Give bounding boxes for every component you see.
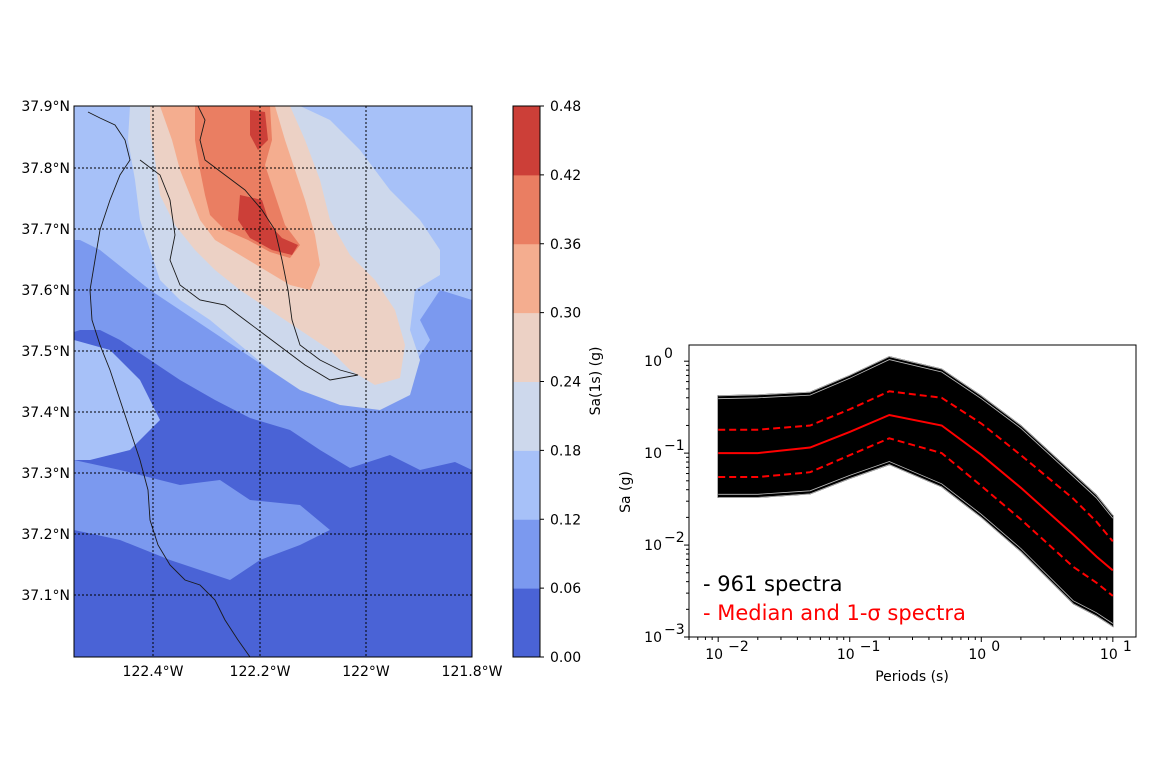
colorbar-tick: 0.24: [550, 375, 581, 391]
colorbar-tick: 0.48: [550, 99, 581, 115]
spectra-ylabel: Sa (g): [618, 471, 634, 513]
series-median: [718, 413, 1114, 572]
colorbar-tick-labels: 0.00 0.06 0.12 0.18 0.24 0.30 0.36 0.42 0.48: [540, 99, 581, 666]
colorbar-tick: 0.12: [550, 512, 581, 528]
map-x-tick: 122.2°W: [230, 664, 291, 680]
colorbar-tick: 0.30: [550, 306, 581, 322]
contour-field: [74, 106, 472, 657]
map-y-tick: 37.5°N: [21, 344, 70, 360]
map-y-tick: 37.8°N: [21, 161, 70, 177]
colorbar-cell: [513, 174, 540, 245]
colorbar-label: Sa(1s) (g): [588, 347, 604, 416]
spectrum-trace-lower-1: [718, 461, 1114, 624]
map-y-tick: 37.1°N: [21, 588, 70, 604]
colorbar-cell: [513, 381, 540, 451]
colorbar-tick: 0.42: [550, 168, 581, 184]
colorbar-tick: 0.18: [550, 443, 581, 459]
y-tick-exponent: 0: [664, 346, 673, 362]
x-tick-label: 10: [837, 647, 855, 663]
map-panel: 37.9°N 37.8°N 37.7°N 37.6°N 37.5°N 37.4°N 37.3…: [21, 99, 502, 680]
y-tick-label: 10: [644, 538, 662, 554]
x-tick-label: 10: [1100, 647, 1118, 663]
map-y-tick: 37.9°N: [21, 99, 70, 115]
contour-level-7: [238, 110, 298, 255]
colorbar-cell: [513, 243, 540, 314]
colorbar-tick: 0.06: [550, 581, 581, 597]
map-y-tick: 37.3°N: [21, 466, 70, 482]
x-tick-label: 10: [968, 647, 986, 663]
x-tick-exponent: −1: [860, 639, 881, 655]
y-tick-exponent: −1: [664, 438, 685, 454]
map-y-tick: 37.2°N: [21, 527, 70, 543]
map-y-tick: 37.4°N: [21, 405, 70, 421]
map-x-tick-labels: 122.4°W 122.2°W 122°W 121.8°W: [123, 664, 503, 680]
spectra-x-ticks: 10 −2 10 −1 10 0 10 1: [688, 637, 1132, 663]
map-x-tick: 121.8°W: [442, 664, 503, 680]
colorbar-tick: 0.00: [550, 650, 581, 666]
bay-shoreline: [139, 106, 359, 381]
y-tick-label: 10: [644, 630, 662, 646]
spectrum-trace-upper-1: [718, 359, 1114, 519]
colorbar-tick: 0.36: [550, 237, 581, 253]
colorbar-cell: [513, 106, 540, 176]
x-tick-label: 10: [705, 647, 723, 663]
x-tick-exponent: −2: [728, 639, 749, 655]
contour-level-2-west: [74, 340, 160, 460]
y-tick-label: 10: [644, 446, 662, 462]
contour-level-6: [195, 106, 300, 258]
map-frame: [73, 105, 473, 658]
spectrum-trace-lower-0: [718, 464, 1114, 627]
legend-spectra: - 961 spectra: [703, 572, 842, 596]
series-sigma-2: [718, 437, 1114, 597]
spectra-xlabel: Periods (s): [875, 669, 949, 685]
map-y-tick: 37.7°N: [21, 222, 70, 238]
colorbar-cells: [513, 106, 540, 658]
map-x-tick: 122.4°W: [123, 664, 184, 680]
series-sigma-1: [718, 390, 1114, 542]
colorbar-cell: [513, 450, 540, 520]
colorbar-cell: [513, 312, 540, 382]
y-tick-exponent: −2: [664, 530, 685, 546]
spectrum-trace-upper-0: [718, 356, 1114, 516]
colorbar: 0.00 0.06 0.12 0.18 0.24 0.30 0.36 0.42 0.48 Sa(…: [512, 99, 604, 666]
contour-level-1-south: [74, 460, 330, 580]
map-x-tick: 122°W: [342, 664, 390, 680]
coastline: [87, 111, 251, 657]
x-tick-exponent: 1: [1123, 639, 1132, 655]
colorbar-cell: [513, 588, 540, 658]
colorbar-cell: [513, 519, 540, 589]
x-tick-exponent: 0: [991, 639, 1000, 655]
spectra-series-lines: [718, 356, 1114, 627]
map-y-tick-labels: 37.9°N 37.8°N 37.7°N 37.6°N 37.5°N 37.4°N 37.3…: [21, 99, 70, 604]
map-y-tick: 37.6°N: [21, 283, 70, 299]
legend-median: - Median and 1-σ spectra: [703, 601, 966, 625]
y-tick-label: 10: [644, 354, 662, 370]
y-tick-exponent: −3: [664, 622, 685, 638]
